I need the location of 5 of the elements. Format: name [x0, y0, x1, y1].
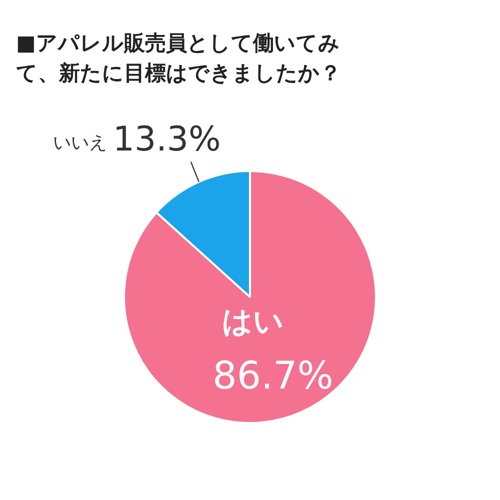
data-label: 13.3%	[112, 120, 221, 160]
slice-label: はい	[222, 304, 284, 340]
data-label: 86.7%	[212, 354, 334, 398]
slice-label: いいえ	[52, 132, 107, 154]
chart-title: ■アパレル販売員として働いてみて、新たに目標はできましたか？	[16, 30, 342, 87]
